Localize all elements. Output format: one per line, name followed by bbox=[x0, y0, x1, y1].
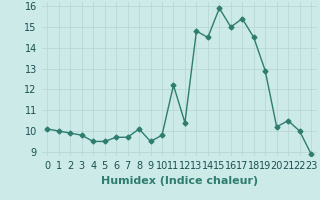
X-axis label: Humidex (Indice chaleur): Humidex (Indice chaleur) bbox=[100, 176, 258, 186]
